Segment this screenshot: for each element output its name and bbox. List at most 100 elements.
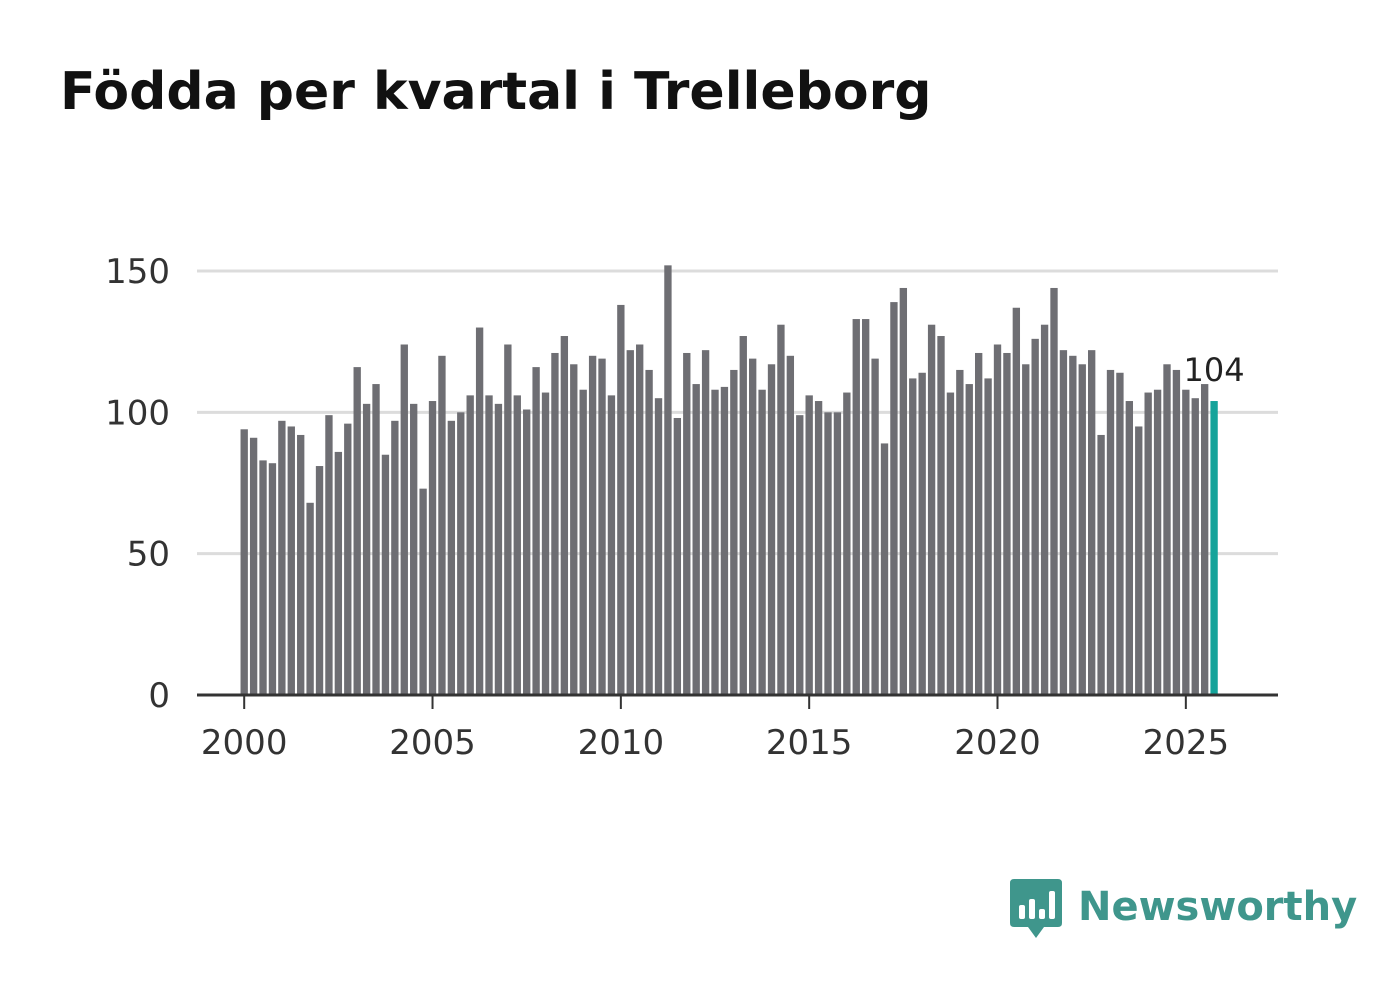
bar	[786, 355, 795, 695]
bar	[805, 395, 813, 695]
bar	[541, 392, 550, 695]
bar	[617, 304, 625, 695]
y-tick-label: 50	[127, 535, 170, 575]
bar	[918, 372, 926, 695]
bar	[570, 364, 578, 695]
bar	[1097, 434, 1105, 695]
bar	[297, 434, 305, 695]
bar	[362, 403, 371, 695]
bar	[504, 344, 512, 695]
annotation-label: 104	[1184, 351, 1245, 389]
x-tick-label: 2025	[1143, 723, 1230, 763]
bar	[428, 401, 437, 695]
bar	[796, 415, 804, 695]
bar	[1106, 369, 1115, 695]
bar	[1003, 352, 1011, 695]
y-tick-label: 0	[148, 676, 170, 716]
bar	[466, 395, 474, 695]
bar	[278, 420, 286, 695]
bar	[1012, 307, 1021, 695]
x-tick-label: 2010	[578, 723, 665, 763]
bar	[485, 395, 493, 695]
bar	[1040, 324, 1049, 695]
bars	[240, 265, 1218, 695]
bar	[1191, 398, 1199, 695]
bar	[315, 466, 324, 695]
annotation: 104	[1184, 351, 1245, 389]
bar	[607, 395, 616, 695]
bar	[927, 324, 936, 695]
x-tick-label: 2020	[954, 723, 1041, 763]
x-tick-label: 2005	[389, 723, 476, 763]
bar	[579, 389, 587, 695]
bar	[447, 420, 456, 695]
bar	[588, 355, 597, 695]
bar	[419, 488, 427, 695]
bar	[1153, 389, 1162, 695]
bar	[372, 384, 380, 695]
bar	[532, 367, 540, 695]
bar	[758, 389, 766, 695]
bar	[334, 451, 343, 695]
bar	[975, 352, 983, 695]
bar	[494, 403, 503, 695]
bar	[871, 358, 879, 695]
bar	[862, 319, 870, 695]
bar	[325, 415, 333, 695]
bar	[739, 336, 747, 695]
bar	[814, 401, 823, 695]
bar	[767, 364, 776, 695]
bar	[843, 392, 851, 695]
bar	[268, 463, 277, 695]
bar	[1116, 372, 1124, 695]
bar	[391, 420, 399, 695]
brand-logo: Newsworthy	[1010, 878, 1357, 942]
bar	[720, 386, 729, 695]
bar	[673, 417, 682, 695]
bar	[946, 392, 955, 695]
bar	[1031, 338, 1039, 695]
bar	[824, 412, 832, 695]
y-axis-ticks: 0 50 100 150	[105, 252, 170, 716]
bar	[993, 344, 1002, 695]
bar	[1200, 384, 1209, 695]
bar	[1163, 364, 1171, 695]
bar	[457, 412, 465, 695]
x-axis-ticks: 2000 2005 2010 2015 2020 2025	[201, 695, 1229, 763]
bar	[1144, 392, 1152, 695]
bar	[833, 412, 842, 695]
bar	[1069, 355, 1077, 695]
bar	[683, 352, 691, 695]
bar	[1050, 287, 1058, 695]
bar	[1088, 350, 1096, 695]
bar	[636, 344, 644, 695]
bar	[645, 369, 653, 695]
bar	[438, 355, 446, 695]
bar	[306, 502, 314, 695]
bar	[1059, 350, 1068, 695]
bar	[400, 344, 408, 695]
bar	[626, 350, 634, 695]
bar	[240, 429, 248, 695]
bar	[523, 409, 531, 695]
x-tick-label: 2015	[766, 723, 853, 763]
bar	[410, 403, 418, 695]
bar	[598, 358, 606, 695]
bar	[909, 378, 917, 695]
bar	[984, 378, 992, 695]
bar	[749, 358, 757, 695]
bar	[1125, 401, 1134, 695]
chart-title: Födda per kvartal i Trelleborg	[60, 62, 932, 122]
bar	[880, 443, 889, 695]
bar	[899, 287, 908, 695]
newsworthy-logo-icon	[1010, 879, 1062, 938]
bar	[560, 336, 569, 695]
bar	[1135, 426, 1143, 695]
bar	[701, 350, 710, 695]
bar	[777, 324, 785, 695]
bar	[937, 336, 945, 695]
bar	[664, 265, 672, 695]
bar	[475, 327, 484, 695]
bar	[353, 367, 361, 695]
